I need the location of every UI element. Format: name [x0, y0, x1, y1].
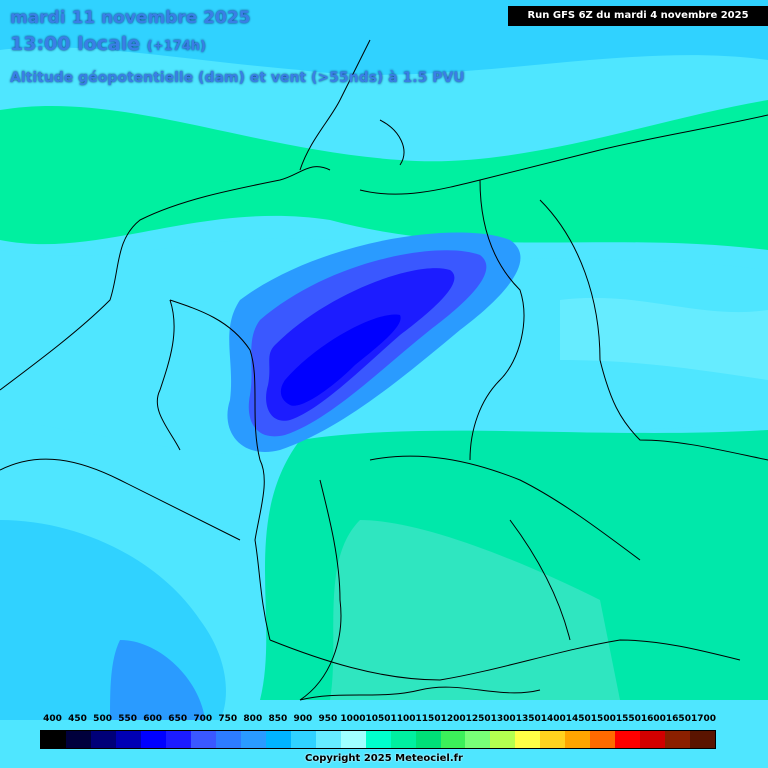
scale-value-label: 1400 [540, 714, 566, 724]
color-swatch [690, 731, 716, 748]
color-swatch [240, 731, 266, 748]
scale-value-label: 800 [243, 714, 263, 724]
forecast-local-time: 13:00 locale [10, 33, 141, 55]
scale-value-label: 1150 [415, 714, 441, 724]
coastline-baltic [359, 114, 768, 195]
parameter-description: Altitude géopotentielle (dam) et vent (>… [10, 70, 465, 86]
scale-value-label: 1450 [565, 714, 591, 724]
scale-value-label: 1000 [340, 714, 366, 724]
scale-value-label: 1100 [390, 714, 416, 724]
scale-value-label: 400 [43, 714, 62, 724]
color-swatch [415, 731, 441, 748]
color-swatch [90, 731, 116, 748]
color-swatch [515, 731, 541, 748]
color-swatch [640, 731, 666, 748]
color-swatch [340, 731, 366, 748]
scale-value-label: 1300 [490, 714, 516, 724]
scale-value-label: 600 [143, 714, 163, 724]
scale-value-label: 1200 [440, 714, 466, 724]
scale-value-label: 1700 [690, 714, 716, 724]
border-inner-1 [299, 479, 342, 701]
color-swatch [490, 731, 516, 748]
color-swatch [665, 731, 691, 748]
scale-value-label: 1550 [615, 714, 641, 724]
color-swatch [290, 731, 316, 748]
color-swatch [165, 731, 191, 748]
forecast-lead-hours: (+174h) [146, 39, 206, 54]
field-band-teal-east [560, 297, 768, 380]
border-alps [299, 686, 541, 701]
scale-value-label: 1500 [590, 714, 616, 724]
color-swatch [365, 731, 391, 748]
coastline-denmark [299, 39, 405, 171]
color-swatch [565, 731, 591, 748]
color-swatch [115, 731, 141, 748]
color-swatch [65, 731, 91, 748]
scale-value-label: 1050 [365, 714, 391, 724]
field-band-south-teal [330, 520, 620, 700]
border-germany-east [469, 179, 525, 461]
color-swatch [465, 731, 491, 748]
border-germany-west [169, 299, 271, 641]
scale-value-label: 700 [193, 714, 213, 724]
forecast-date: mardi 11 novembre 2025 [10, 8, 251, 28]
field-southwest-low [110, 640, 205, 720]
color-swatch [190, 731, 216, 748]
border-czech [369, 455, 641, 561]
border-poland [539, 199, 768, 461]
border-benelux [156, 299, 181, 451]
trough-core [280, 314, 401, 406]
copyright-notice: Copyright 2025 Meteociel.fr [305, 753, 463, 764]
scale-value-label: 650 [168, 714, 188, 724]
scale-value-label: 1350 [515, 714, 541, 724]
color-scale-bar [40, 730, 716, 749]
color-swatch [265, 731, 291, 748]
model-run-label: Run GFS 6Z du mardi 4 novembre 2025 [508, 6, 768, 26]
color-swatch [615, 731, 641, 748]
color-swatch [440, 731, 466, 748]
scale-value-label: 1600 [640, 714, 666, 724]
scale-value-label: 750 [218, 714, 238, 724]
color-scale-labels: 400 450 500 550 600 650 700 750 800 850 900 950 1000… [40, 714, 716, 726]
scale-value-label: 900 [293, 714, 313, 724]
scale-value-label: 1650 [665, 714, 691, 724]
coastline-north-sea [0, 166, 331, 391]
color-swatch [315, 731, 341, 748]
border-austria [269, 639, 741, 681]
scale-value-label: 550 [118, 714, 138, 724]
border-inner-2 [509, 519, 571, 641]
color-swatch [540, 731, 566, 748]
border-france [0, 458, 241, 541]
forecast-time: 13:00 locale (+174h) [10, 33, 206, 55]
scale-value-label: 1250 [465, 714, 491, 724]
color-swatch [41, 731, 66, 748]
color-swatch [590, 731, 616, 748]
color-swatch [140, 731, 166, 748]
scale-value-label: 950 [318, 714, 338, 724]
field-band-high-northwest [0, 100, 768, 250]
color-swatch [215, 731, 241, 748]
scale-value-label: 850 [268, 714, 288, 724]
scale-value-label: 500 [93, 714, 112, 724]
scale-value-label: 450 [68, 714, 87, 724]
color-swatch [390, 731, 416, 748]
